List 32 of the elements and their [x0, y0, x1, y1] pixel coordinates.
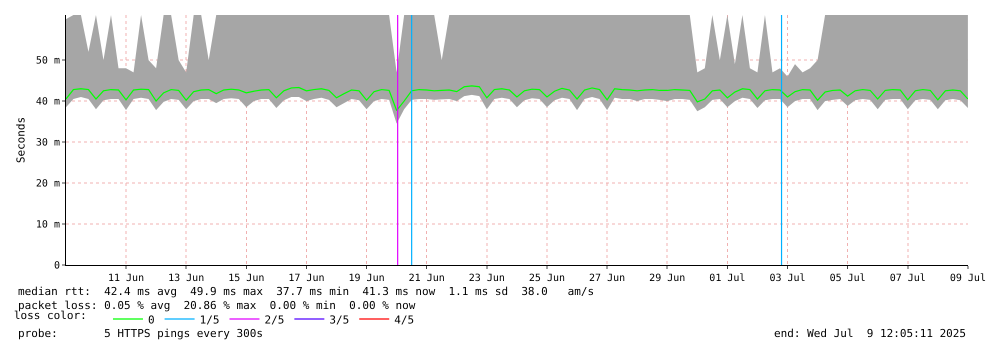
y-tick-label: 10 m	[36, 220, 60, 231]
x-tick-label: 01 Jul	[709, 273, 746, 284]
line-series	[66, 85, 968, 112]
y-tick-label: 0	[54, 260, 60, 272]
x-tick-label: 19 Jun	[348, 273, 385, 284]
x-tick-label: 29 Jun	[649, 273, 686, 284]
x-tick-label: 05 Jul	[830, 273, 866, 284]
x-tick-label: 03 Jul	[769, 273, 806, 284]
legend-label: 1/5	[200, 313, 220, 326]
y-tick-label: 30 m	[36, 138, 60, 149]
legend-label: 2/5	[264, 313, 284, 326]
x-tick-label: 09 Jul	[950, 273, 986, 284]
x-tick-label: 21 Jun	[408, 273, 445, 284]
legend-label: 3/5	[329, 313, 350, 326]
text: median rtt: 42.4 ms avg 49.9 ms max 37.7 ms min 41.3 ms now 1.1 ms sd 38.0 am/s	[18, 285, 594, 298]
x-tick-label: 13 Jun	[168, 273, 204, 284]
y-tick-label: 20 m	[36, 178, 60, 190]
x-tick-label: 27 Jun	[589, 273, 626, 284]
x-tick-label: 11 Jun	[108, 273, 144, 284]
x-tick-label: 07 Jul	[890, 273, 926, 284]
x-tick-label: 23 Jun	[468, 273, 505, 284]
text: end: Wed Jul 9 12:05:11 2025	[774, 327, 966, 340]
text: packet loss: 0.05 % avg 20.86 % max 0.00 % min 0.00 % now	[18, 299, 416, 312]
y-tick-label: 40 m	[36, 96, 60, 108]
x-tick-label: 25 Jun	[528, 273, 566, 284]
y-tick-label: 50 m	[36, 56, 60, 67]
y-axis-title: Seconds	[14, 116, 28, 164]
legend-label: 0	[148, 313, 155, 326]
x-tick-label: 17 Jun	[288, 273, 324, 284]
text: probe: 5 HTTPS pings every 300s	[18, 327, 264, 340]
legend-label: 4/5	[394, 313, 414, 326]
x-tick-label: 15 Jun	[228, 273, 264, 284]
